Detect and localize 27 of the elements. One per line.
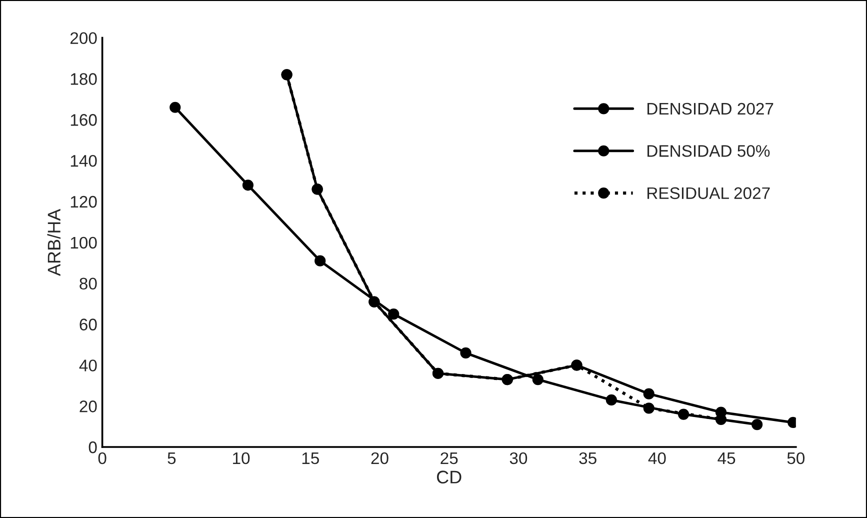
y-tick-label: 140 [70, 154, 97, 167]
x-tick-label: 30 [510, 452, 528, 464]
y-tick-label: 120 [70, 196, 97, 208]
y-tick-label: 60 [80, 318, 97, 330]
y-tick-label: 40 [79, 360, 97, 372]
y-tick-label: 160 [70, 114, 97, 126]
legend-label: DENSIDAD 50% [648, 145, 770, 157]
y-tick-label: 80 [80, 278, 97, 290]
x-tick-label: 40 [648, 452, 666, 464]
legend-label: RESIDUAL 2027 [648, 187, 770, 200]
x-tick-label: 15 [302, 452, 319, 464]
x-tick-label: 45 [718, 452, 736, 464]
y-tick-label: 20 [80, 400, 97, 412]
y-axis-title: ARB/HA [47, 208, 61, 276]
y-tick-label: 0 [88, 441, 97, 454]
y-tick-label: 180 [70, 73, 97, 85]
y-tick-label: 100 [70, 236, 97, 249]
x-tick-label: 5 [168, 452, 176, 464]
y-tick-label: 200 [70, 32, 97, 44]
x-tick-label: 10 [233, 452, 250, 464]
x-tick-label: 35 [579, 452, 596, 464]
x-tick-label: 0 [98, 452, 106, 464]
x-tick-label: 25 [440, 452, 458, 464]
x-axis-title: CD [436, 470, 462, 484]
legend-label: DENSIDAD 2027 [648, 102, 774, 115]
x-tick-label: 20 [371, 452, 388, 464]
x-tick-label: 50 [787, 452, 805, 464]
